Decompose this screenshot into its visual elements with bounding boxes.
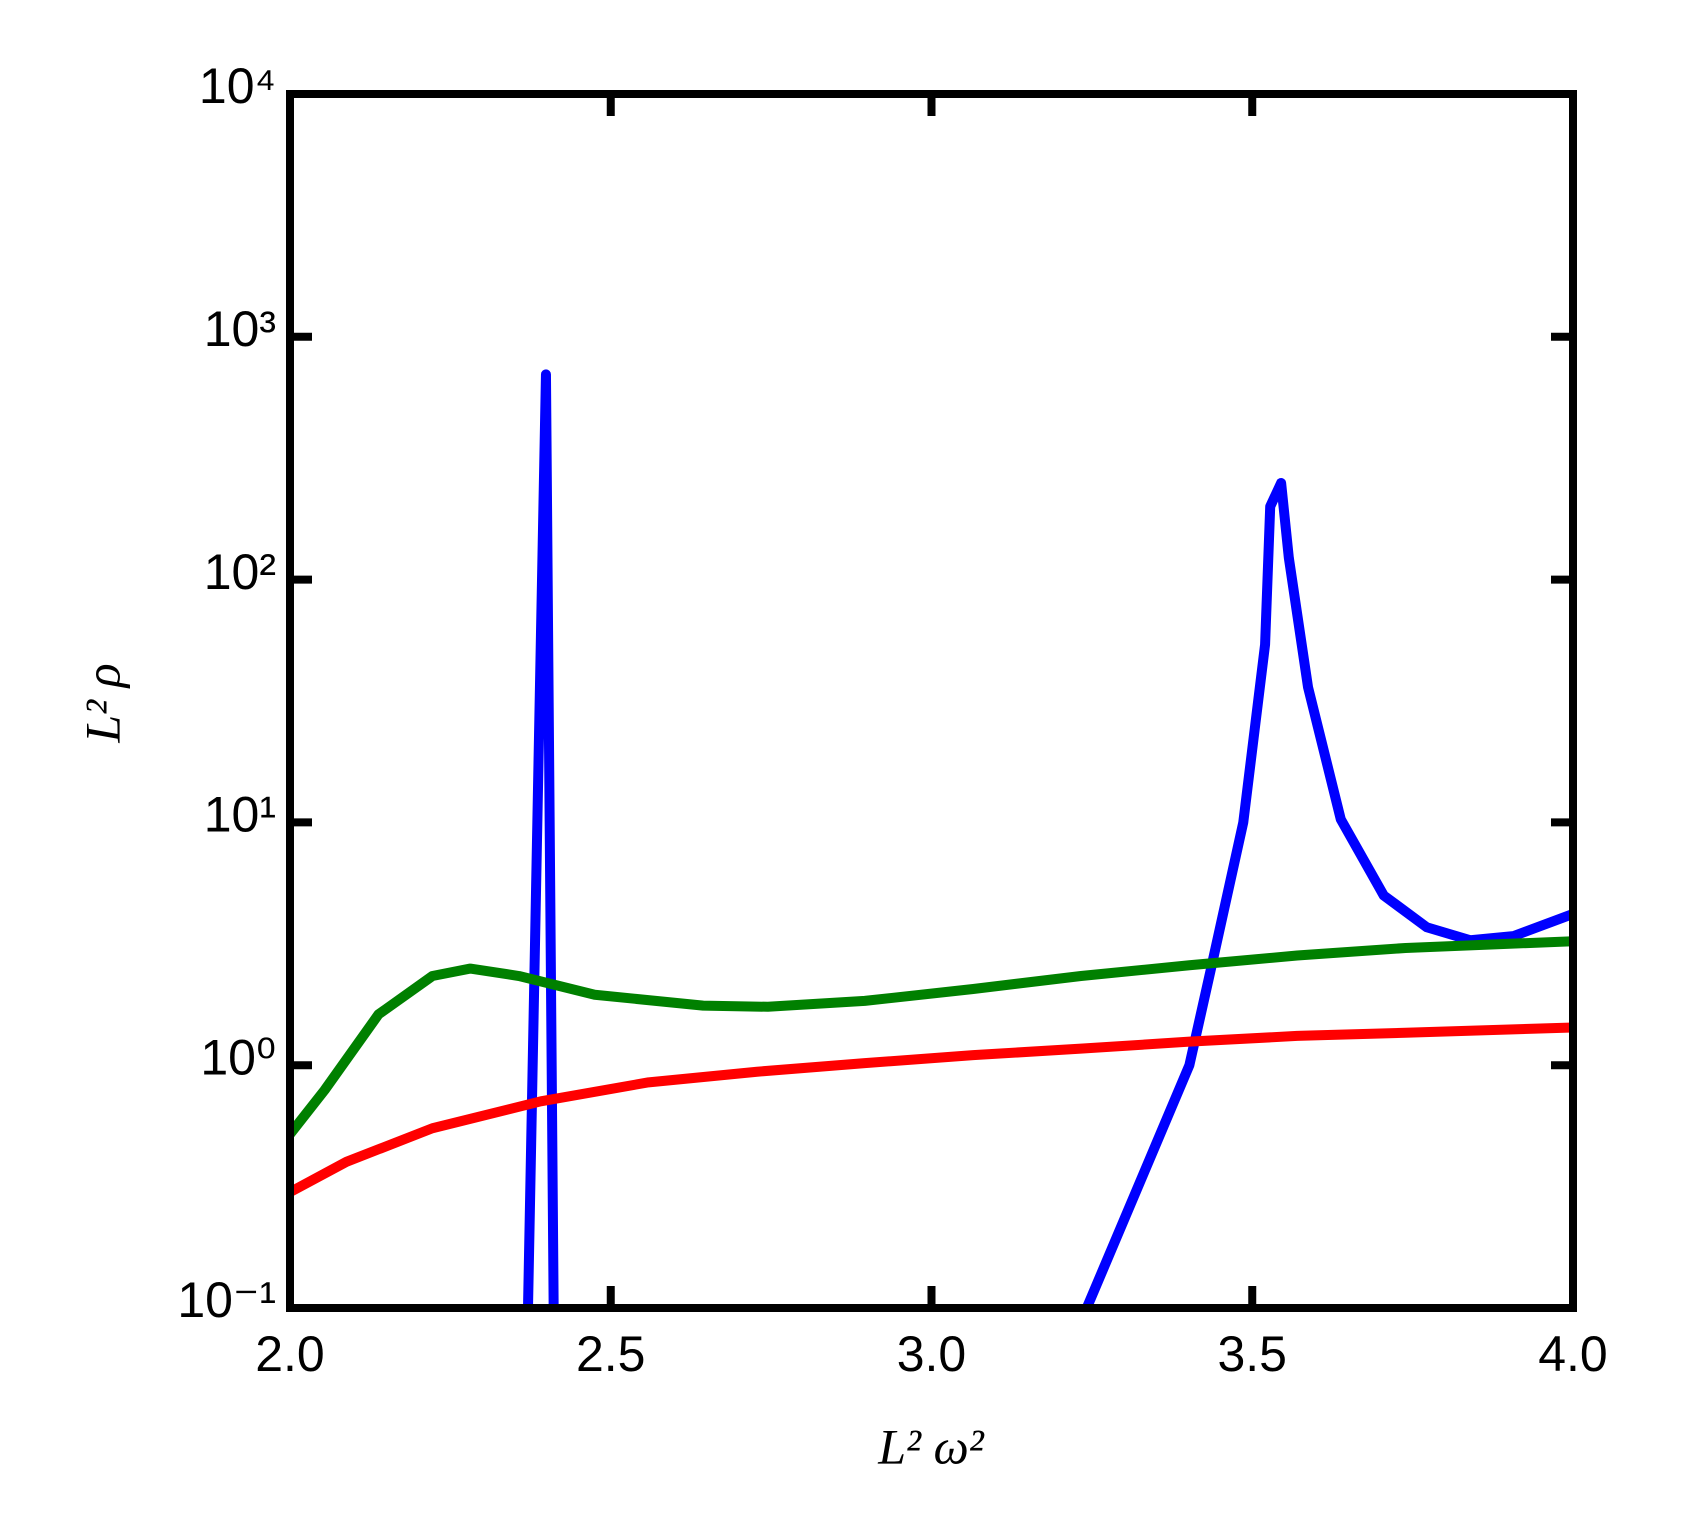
x-tick-label: 2.5 — [576, 1326, 646, 1382]
y-tick-label: 10³ — [204, 301, 276, 357]
y-tick-label: 10¹ — [204, 787, 276, 843]
plot-frame — [286, 90, 1577, 1312]
x-tick-label: 4.0 — [1538, 1326, 1608, 1382]
series-line — [290, 1022, 1573, 1198]
y-axis-label: L² ρ — [74, 663, 130, 743]
x-tick-label: 3.0 — [897, 1326, 967, 1382]
x-axis-label: L² ω² — [877, 1418, 985, 1474]
y-tick-label: 10⁴ — [199, 58, 276, 114]
x-tick-label: 2.0 — [255, 1326, 325, 1382]
series-line — [523, 369, 1573, 1308]
y-tick-label: 10⁻¹ — [177, 1272, 276, 1328]
plot-area — [290, 369, 1573, 1308]
y-tick-label: 10² — [204, 544, 276, 600]
x-tick-label: 3.5 — [1217, 1326, 1287, 1382]
y-tick-label: 10⁰ — [200, 1029, 276, 1085]
series-line — [290, 936, 1573, 1140]
